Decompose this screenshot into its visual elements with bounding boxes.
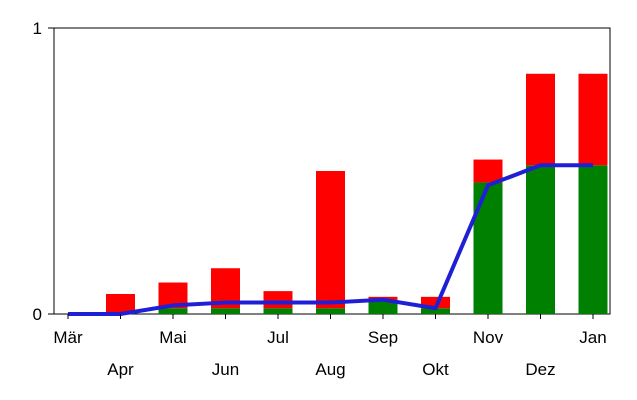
line-series-0 (68, 163, 593, 316)
bar-Okt-series-1 (421, 296, 450, 309)
bar-Sep-series-0 (368, 299, 398, 314)
bar-Nov-series-0 (473, 182, 503, 314)
bar-Dez-series-0 (526, 165, 555, 314)
bar-Jan-series-0 (578, 165, 608, 314)
y-axis: 01 (33, 19, 54, 324)
bar-Apr-series-1 (106, 293, 135, 314)
bar-Aug-series-1 (316, 171, 345, 309)
bar-Okt-series-0 (421, 308, 450, 314)
x-tick-label-Mär: Mär (53, 328, 83, 347)
bar-Mai-series-0 (158, 308, 188, 314)
bar-Aug-series-0 (316, 308, 345, 314)
x-tick-label-Okt: Okt (422, 360, 449, 379)
line-layer (68, 163, 593, 316)
y-tick-label: 0 (33, 305, 42, 324)
x-tick-label-Nov: Nov (473, 328, 504, 347)
x-tick-label-Mai: Mai (159, 328, 186, 347)
x-axis: Mär Apr Mai Jun Jul Aug Sep Okt Nov Dez Jan (53, 314, 607, 379)
bar-Jun-series-0 (211, 308, 240, 314)
bar-Dez-series-1 (526, 73, 555, 166)
x-tick-label-Sep: Sep (368, 328, 398, 347)
bar-Nov-series-1 (473, 159, 503, 183)
y-tick-label: 1 (33, 19, 42, 38)
x-tick-label-Jul: Jul (267, 328, 289, 347)
x-tick-label-Jan: Jan (579, 328, 606, 347)
bar-Jul-series-0 (263, 308, 293, 314)
x-tick-label-Aug: Aug (315, 360, 345, 379)
x-tick-label-Dez: Dez (525, 360, 555, 379)
x-tick-label-Jun: Jun (212, 360, 239, 379)
x-tick-label-Apr: Apr (107, 360, 134, 379)
bar-Jan-series-1 (578, 73, 608, 166)
bar-Jul-series-1 (263, 291, 293, 309)
